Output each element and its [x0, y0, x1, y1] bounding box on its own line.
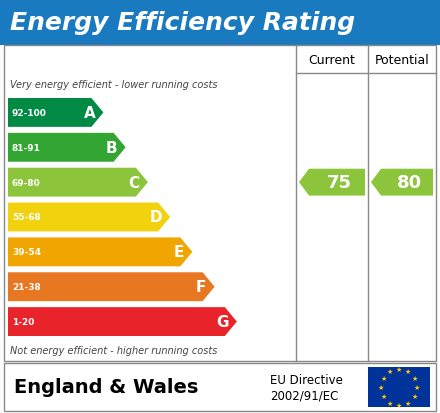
Text: C: C: [128, 175, 139, 190]
Text: ★: ★: [380, 393, 386, 399]
Text: ★: ★: [411, 375, 418, 381]
Polygon shape: [8, 133, 126, 162]
Text: F: F: [195, 280, 206, 294]
Polygon shape: [8, 273, 215, 301]
Text: ★: ★: [405, 400, 411, 406]
Text: E: E: [173, 245, 183, 260]
Bar: [4, 46, 436, 361]
Text: Potential: Potential: [374, 53, 429, 66]
Text: ★: ★: [387, 400, 393, 406]
Text: 39-54: 39-54: [12, 248, 41, 257]
Text: 21-38: 21-38: [12, 282, 41, 292]
Text: D: D: [150, 210, 162, 225]
Text: 80: 80: [396, 174, 422, 192]
Polygon shape: [299, 169, 365, 196]
Text: 55-68: 55-68: [12, 213, 41, 222]
Text: ★: ★: [387, 368, 393, 375]
Text: 81-91: 81-91: [12, 143, 41, 152]
Bar: [0, 0, 440, 46]
Text: Not energy efficient - higher running costs: Not energy efficient - higher running co…: [10, 345, 217, 355]
Polygon shape: [8, 307, 237, 336]
Polygon shape: [8, 169, 148, 197]
Polygon shape: [8, 203, 170, 232]
Text: Energy Efficiency Rating: Energy Efficiency Rating: [10, 11, 355, 35]
Text: ★: ★: [405, 368, 411, 375]
Bar: [4, 363, 436, 411]
Text: ★: ★: [380, 375, 386, 381]
Text: ★: ★: [396, 402, 402, 408]
Bar: [0, 361, 440, 413]
Text: 92-100: 92-100: [12, 109, 47, 118]
Polygon shape: [8, 238, 192, 267]
Text: 75: 75: [326, 174, 352, 192]
Polygon shape: [371, 169, 433, 196]
Text: 1-20: 1-20: [12, 317, 34, 326]
Text: ★: ★: [396, 366, 402, 372]
Text: G: G: [216, 314, 229, 329]
Text: ★: ★: [414, 384, 420, 390]
Text: A: A: [84, 106, 95, 121]
Text: ★: ★: [411, 393, 418, 399]
Text: 2002/91/EC: 2002/91/EC: [270, 389, 338, 401]
Text: ★: ★: [378, 384, 384, 390]
Text: England & Wales: England & Wales: [14, 377, 198, 396]
Text: B: B: [106, 140, 117, 155]
Bar: [368, 367, 430, 407]
Polygon shape: [8, 99, 103, 128]
Text: Very energy efficient - lower running costs: Very energy efficient - lower running co…: [10, 80, 217, 90]
Text: Current: Current: [308, 53, 356, 66]
Text: EU Directive: EU Directive: [270, 374, 343, 387]
Text: 69-80: 69-80: [12, 178, 41, 187]
